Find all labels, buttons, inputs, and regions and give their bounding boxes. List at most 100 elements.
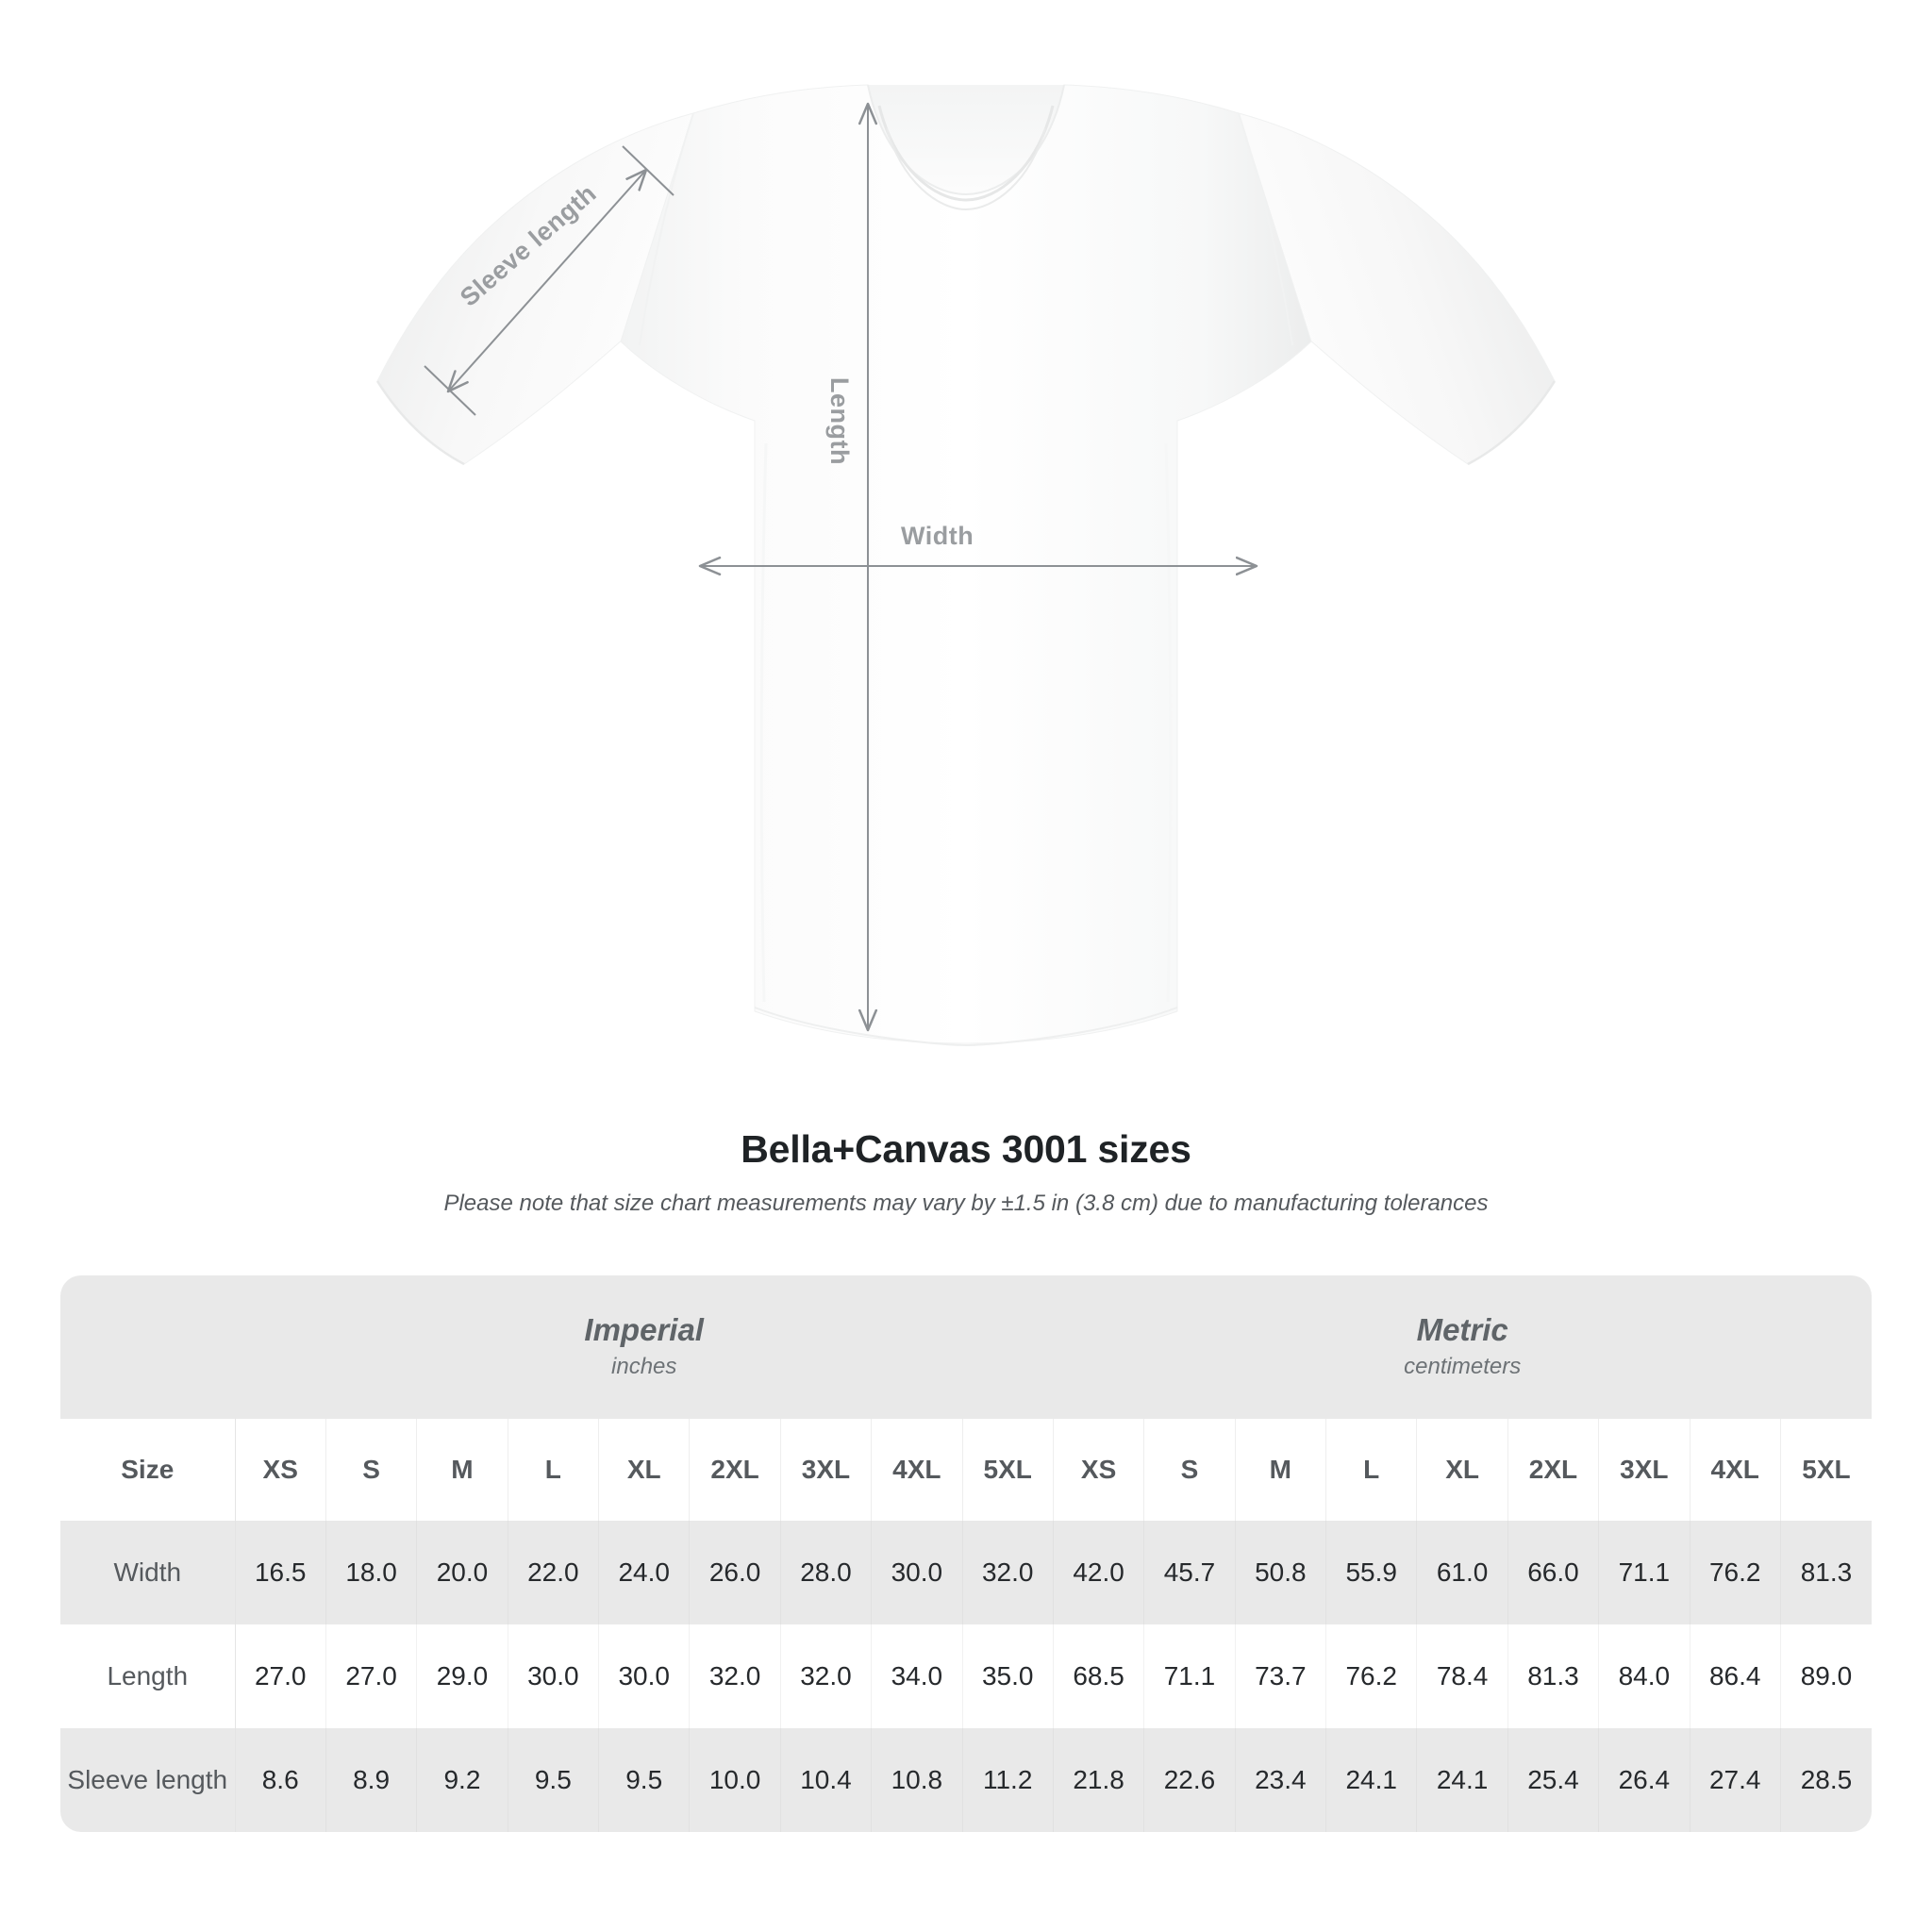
chart-heading: Bella+Canvas 3001 sizes Please note that… [0,1127,1932,1217]
cell-length-metric-3xl: 84.0 [1598,1624,1690,1728]
size-header-imperial-5xl: 5XL [962,1419,1054,1521]
cell-sleeve-length-imperial-4xl: 10.8 [871,1728,963,1832]
cell-length-imperial-3xl: 32.0 [780,1624,873,1728]
sleeve-tick-lower [424,365,476,416]
cell-width-imperial-xs: 16.5 [235,1521,326,1624]
size-header-imperial-3xl: 3XL [780,1419,873,1521]
unit-group-metric-unit: centimeters [1404,1354,1522,1380]
size-header-label: Size [60,1419,236,1521]
cell-width-imperial-xl: 24.0 [598,1521,691,1624]
row-label-length: Length [60,1624,236,1728]
cell-width-imperial-4xl: 30.0 [871,1521,963,1624]
cell-length-metric-2xl: 81.3 [1507,1624,1600,1728]
size-header-metric-l: L [1325,1419,1418,1521]
cell-sleeve-length-imperial-s: 8.9 [325,1728,418,1832]
size-header-imperial-2xl: 2XL [689,1419,781,1521]
cell-length-metric-l: 76.2 [1325,1624,1418,1728]
cell-width-metric-5xl: 81.3 [1780,1521,1872,1624]
size-chart-table: Imperial inches Metric centimeters Size X… [60,1275,1872,1832]
cell-sleeve-length-imperial-2xl: 10.0 [689,1728,781,1832]
size-header-metric-2xl: 2XL [1507,1419,1600,1521]
cell-width-imperial-m: 20.0 [416,1521,508,1624]
cell-sleeve-length-metric-l: 24.1 [1325,1728,1418,1832]
collar-outer [867,84,1065,196]
cell-length-metric-xs: 68.5 [1052,1624,1145,1728]
size-chart-thead: Imperial inches Metric centimeters Size X… [60,1275,1872,1521]
unit-group-metric-name: Metric [1416,1312,1508,1348]
table-row: Width 16.5 18.0 20.0 22.0 24.0 26.0 28.0 30.0 32.… [60,1521,1872,1624]
cell-width-imperial-3xl: 28.0 [780,1521,873,1624]
right-cuff-seam [1467,380,1557,466]
table-row: Length 27.0 27.0 29.0 30.0 30.0 32.0 32.0 34.0 35… [60,1624,1872,1728]
cell-length-imperial-l: 30.0 [508,1624,600,1728]
size-header-metric-5xl: 5XL [1780,1419,1872,1521]
cell-width-metric-2xl: 66.0 [1507,1521,1600,1624]
cell-sleeve-length-imperial-m: 9.2 [416,1728,508,1832]
cell-width-metric-s: 45.7 [1143,1521,1236,1624]
width-dimension-label: Width [901,522,974,550]
cell-sleeve-length-imperial-3xl: 10.4 [780,1728,873,1832]
cell-sleeve-length-imperial-xs: 8.6 [235,1728,326,1832]
cell-width-metric-4xl: 76.2 [1690,1521,1781,1624]
cell-length-imperial-s: 27.0 [325,1624,418,1728]
tolerance-note: Please note that size chart measurements… [443,1191,1489,1216]
sleeve-tick-upper [622,145,675,196]
cell-length-metric-4xl: 86.4 [1690,1624,1781,1728]
cell-width-metric-3xl: 71.1 [1598,1521,1690,1624]
cell-length-metric-5xl: 89.0 [1780,1624,1872,1728]
collar-ribbing [886,127,1046,211]
table-row: Sleeve length 8.6 8.9 9.2 9.5 9.5 10.0 10.4 10.8… [60,1728,1872,1832]
shirt-hem [754,1007,1178,1047]
cell-sleeve-length-metric-xs: 21.8 [1052,1728,1145,1832]
unit-group-imperial-unit: inches [611,1354,677,1380]
size-header-metric-3xl: 3XL [1598,1419,1690,1521]
size-header-metric-s: S [1143,1419,1236,1521]
cell-width-metric-xl: 61.0 [1416,1521,1508,1624]
size-header-row: Size XS S M L XL 2XL 3XL 4XL 5XL XS S M L XL 2XL 3XL 4XL 5… [60,1419,1872,1521]
cell-width-imperial-2xl: 26.0 [689,1521,781,1624]
size-header-imperial-xl: XL [598,1419,691,1521]
cell-sleeve-length-imperial-xl: 9.5 [598,1728,691,1832]
size-header-imperial-xs: XS [235,1419,326,1521]
cell-length-imperial-4xl: 34.0 [871,1624,963,1728]
cell-width-imperial-l: 22.0 [508,1521,600,1624]
cell-sleeve-length-metric-4xl: 27.4 [1690,1728,1781,1832]
size-header-metric-m: M [1235,1419,1327,1521]
size-header-imperial-s: S [325,1419,418,1521]
cell-length-imperial-2xl: 32.0 [689,1624,781,1728]
cell-length-metric-s: 71.1 [1143,1624,1236,1728]
cell-width-imperial-s: 18.0 [325,1521,418,1624]
tshirt-illustration [375,84,1557,1047]
cell-length-imperial-xl: 30.0 [598,1624,691,1728]
row-label-width: Width [60,1521,236,1624]
size-header-imperial-4xl: 4XL [871,1419,963,1521]
length-dimension-label: Length [825,377,854,465]
cell-length-metric-m: 73.7 [1235,1624,1327,1728]
size-header-imperial-l: L [508,1419,600,1521]
cell-sleeve-length-metric-5xl: 28.5 [1780,1728,1872,1832]
cell-sleeve-length-metric-s: 22.6 [1143,1728,1236,1832]
sleeve-measure-line [448,170,646,391]
left-cuff-seam [375,380,465,466]
cell-length-metric-xl: 78.4 [1416,1624,1508,1728]
shirt-torso [620,84,1312,1044]
cell-sleeve-length-metric-xl: 24.1 [1416,1728,1508,1832]
unit-group-imperial-name: Imperial [584,1312,704,1348]
cell-width-imperial-5xl: 32.0 [962,1521,1054,1624]
size-header-metric-4xl: 4XL [1690,1419,1781,1521]
size-chart-tbody: Width 16.5 18.0 20.0 22.0 24.0 26.0 28.0 30.0 32.… [60,1521,1872,1832]
cell-sleeve-length-metric-2xl: 25.4 [1507,1728,1600,1832]
tshirt-measurement-diagram: Sleeve length Length Width [375,84,1557,1047]
cell-length-imperial-xs: 27.0 [235,1624,326,1728]
cell-sleeve-length-metric-m: 23.4 [1235,1728,1327,1832]
unit-group-header-row: Imperial inches Metric centimeters [60,1275,1872,1419]
cell-sleeve-length-imperial-l: 9.5 [508,1728,600,1832]
unit-group-metric: Metric centimeters [1053,1275,1872,1419]
page-title: Bella+Canvas 3001 sizes [741,1127,1191,1171]
unit-group-imperial: Imperial inches [235,1275,1054,1419]
unit-group-spacer [60,1275,236,1419]
right-sleeve [1238,112,1556,465]
cell-length-imperial-5xl: 35.0 [962,1624,1054,1728]
cell-sleeve-length-metric-3xl: 26.4 [1598,1728,1690,1832]
